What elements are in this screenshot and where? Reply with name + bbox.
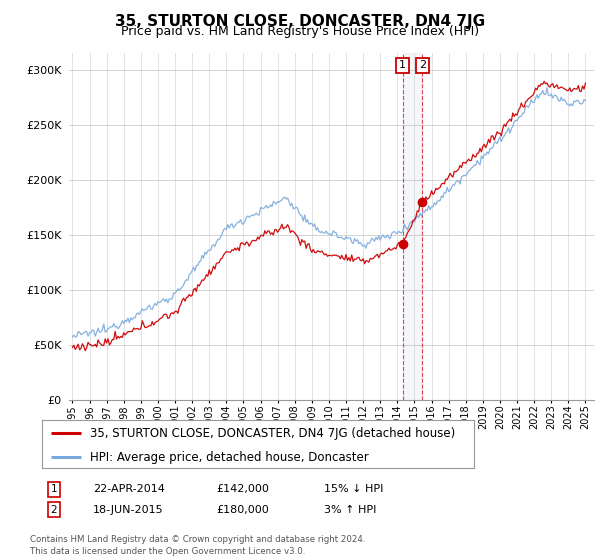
Text: 3% ↑ HPI: 3% ↑ HPI — [324, 505, 376, 515]
Text: 1: 1 — [50, 484, 58, 494]
Text: 1: 1 — [399, 60, 406, 71]
Text: £142,000: £142,000 — [216, 484, 269, 494]
Text: 18-JUN-2015: 18-JUN-2015 — [93, 505, 164, 515]
Text: £180,000: £180,000 — [216, 505, 269, 515]
Text: Price paid vs. HM Land Registry's House Price Index (HPI): Price paid vs. HM Land Registry's House … — [121, 25, 479, 38]
Text: 35, STURTON CLOSE, DONCASTER, DN4 7JG (detached house): 35, STURTON CLOSE, DONCASTER, DN4 7JG (d… — [89, 427, 455, 440]
Text: 22-APR-2014: 22-APR-2014 — [93, 484, 165, 494]
Text: HPI: Average price, detached house, Doncaster: HPI: Average price, detached house, Donc… — [89, 451, 368, 464]
Text: 15% ↓ HPI: 15% ↓ HPI — [324, 484, 383, 494]
Text: 2: 2 — [50, 505, 58, 515]
Text: Contains HM Land Registry data © Crown copyright and database right 2024.
This d: Contains HM Land Registry data © Crown c… — [30, 535, 365, 556]
Bar — [403, 53, 422, 400]
Text: 2: 2 — [419, 60, 426, 71]
Text: 35, STURTON CLOSE, DONCASTER, DN4 7JG: 35, STURTON CLOSE, DONCASTER, DN4 7JG — [115, 14, 485, 29]
